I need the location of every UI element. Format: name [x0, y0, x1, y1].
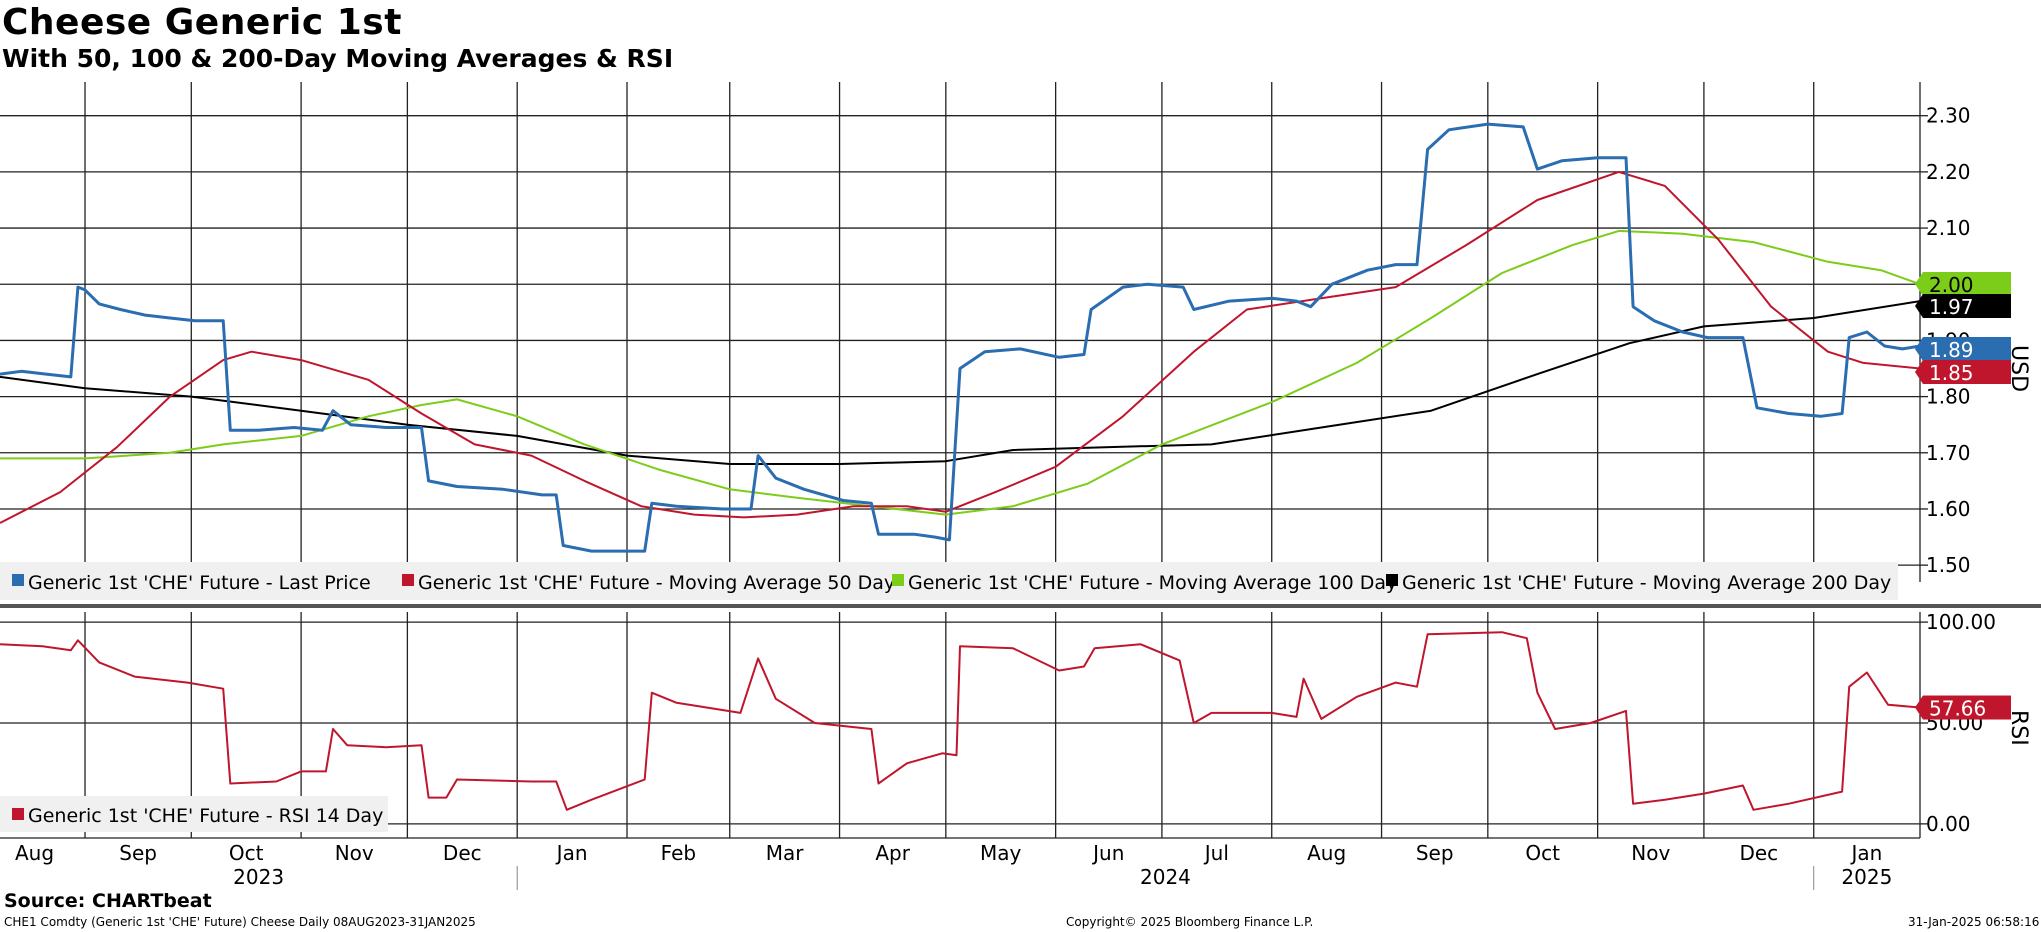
x-month-label: Apr [875, 841, 910, 865]
x-month-label: Sep [119, 841, 157, 865]
timestamp: 31-Jan-2025 06:58:16 [1908, 915, 2040, 929]
ma50-series-line [0, 170, 1921, 524]
price-panel: 1.501.601.701.801.902.002.102.202.30USD2… [0, 82, 2031, 600]
ma200-last-value-tag: 1.97 [1929, 295, 1974, 319]
rsi-last-value-tag-pointer [1915, 695, 1923, 720]
x-month-label: Jul [1203, 841, 1229, 865]
x-month-label: Jan [555, 841, 588, 865]
price-last-value-tag-pointer [1915, 337, 1923, 361]
legend-swatch [12, 808, 24, 820]
price-y-tick-label: 2.10 [1926, 216, 1971, 240]
price-y-tick-label: 2.30 [1926, 104, 1971, 128]
price-y-axis: 1.501.601.701.801.902.002.102.202.30USD2… [1915, 104, 2031, 577]
x-month-label: Nov [335, 841, 374, 865]
x-month-label: Dec [1739, 841, 1778, 865]
legend-swatch [402, 574, 414, 586]
legend-entry: Generic 1st 'CHE' Future - Last Price [28, 572, 371, 594]
x-month-label: Jun [1091, 841, 1124, 865]
x-month-label: Jan [1849, 841, 1882, 865]
rsi-series-line [0, 631, 1921, 811]
legend-entry: Generic 1st 'CHE' Future - Moving Averag… [1402, 572, 1891, 594]
rsi-last-value-tag-bg [1923, 695, 2011, 720]
rsi-lines [0, 631, 1921, 811]
price-legend-bg [0, 562, 1898, 600]
ma200-series-line [0, 300, 1921, 465]
legend-swatch [892, 574, 904, 586]
x-month-label: Feb [661, 841, 696, 865]
ma200-last-value-tag-bg [1923, 294, 2011, 318]
x-axis: Aug Sep Oct Nov Dec Jan Feb Mar Apr May Jun Jul Aug S… [0, 837, 1920, 890]
price-lines [0, 122, 1921, 553]
legend-entry: Generic 1st 'CHE' Future - Moving Averag… [418, 572, 895, 594]
price-legend: Generic 1st 'CHE' Future - Last Price Gen… [0, 562, 1898, 600]
legend-entry: Generic 1st 'CHE' Future - Moving Averag… [908, 572, 1397, 594]
x-month-label: Oct [229, 841, 264, 865]
price-y-tick-label: 1.60 [1926, 497, 1971, 521]
rsi-legend: Generic 1st 'CHE' Future - RSI 14 Day [0, 796, 388, 832]
ticker-info: CHE1 Comdty (Generic 1st 'CHE' Future) C… [4, 915, 476, 929]
ma50-last-value-tag-bg [1923, 360, 2011, 384]
x-year-label: 2024 [1140, 865, 1191, 889]
price-y-tick-label: 1.50 [1926, 553, 1971, 577]
page-subtitle: With 50, 100 & 200-Day Moving Averages &… [2, 44, 674, 73]
page-title: Cheese Generic 1st [2, 2, 402, 43]
ma50-last-value-tag-pointer [1915, 360, 1923, 384]
legend-swatch [12, 574, 24, 586]
x-month-label: Aug [1307, 841, 1346, 865]
x-month-label: Dec [443, 841, 482, 865]
rsi-last-value-tag: 57.66 [1929, 697, 1986, 721]
rsi-legend-bg [0, 796, 388, 832]
x-year-label: 2025 [1841, 865, 1892, 889]
price-series-line [0, 122, 1921, 553]
ma200-last-value-tag-pointer [1915, 294, 1923, 318]
ma100-last-value-tag-pointer [1915, 272, 1923, 296]
legend-entry: Generic 1st 'CHE' Future - RSI 14 Day [28, 805, 383, 827]
x-year-label: 2023 [233, 865, 284, 889]
legend-swatch [1386, 574, 1398, 586]
price-y-tick-label: 2.20 [1926, 160, 1971, 184]
ma100-last-value-tag-bg [1923, 272, 2011, 296]
rsi-y-tick-label: 0.00 [1926, 812, 1971, 836]
ma50-last-value-tag: 1.85 [1929, 361, 1974, 385]
price-y-tick-label: 1.70 [1926, 441, 1971, 465]
x-month-label: May [980, 841, 1022, 865]
source-note: Source: CHARTbeat [4, 890, 212, 912]
price-last-value-tag-bg [1923, 337, 2011, 361]
x-month-label: Nov [1631, 841, 1670, 865]
x-month-label: Sep [1416, 841, 1454, 865]
copyright: Copyright© 2025 Bloomberg Finance L.P. [1066, 915, 1314, 929]
x-month-label: Aug [15, 841, 54, 865]
x-month-label: Oct [1525, 841, 1560, 865]
x-month-label: Mar [766, 841, 805, 865]
price-last-value-tag: 1.89 [1929, 338, 1974, 362]
rsi-y-tick-label: 100.00 [1926, 610, 1996, 634]
price-y-tick-label: 1.80 [1926, 385, 1971, 409]
ma100-last-value-tag: 2.00 [1929, 273, 1974, 297]
